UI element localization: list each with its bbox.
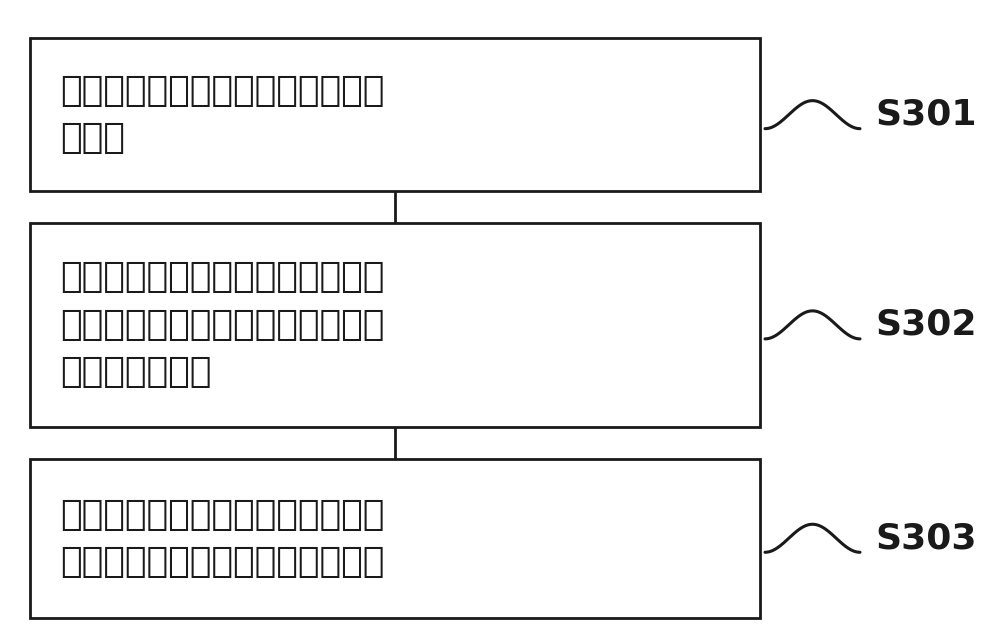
Text: 获取第一医学影像中候选结节的三
维坐标: 获取第一医学影像中候选结节的三 维坐标	[60, 74, 384, 155]
Text: 根据所述感兴趣区域以及结节检测
模型确定出所述候选结节的置信度: 根据所述感兴趣区域以及结节检测 模型确定出所述候选结节的置信度	[60, 497, 384, 579]
Text: S303: S303	[875, 521, 976, 555]
Bar	[30, 223, 760, 427]
Text: 根据所述候选结节的三维坐标从所
述第一医学影像中确定所述候选结
节的感兴趣区域: 根据所述候选结节的三维坐标从所 述第一医学影像中确定所述候选结 节的感兴趣区域	[60, 261, 384, 389]
Text: S302: S302	[875, 308, 976, 342]
Bar	[30, 459, 760, 618]
Bar	[30, 38, 760, 191]
Text: S301: S301	[875, 97, 976, 132]
